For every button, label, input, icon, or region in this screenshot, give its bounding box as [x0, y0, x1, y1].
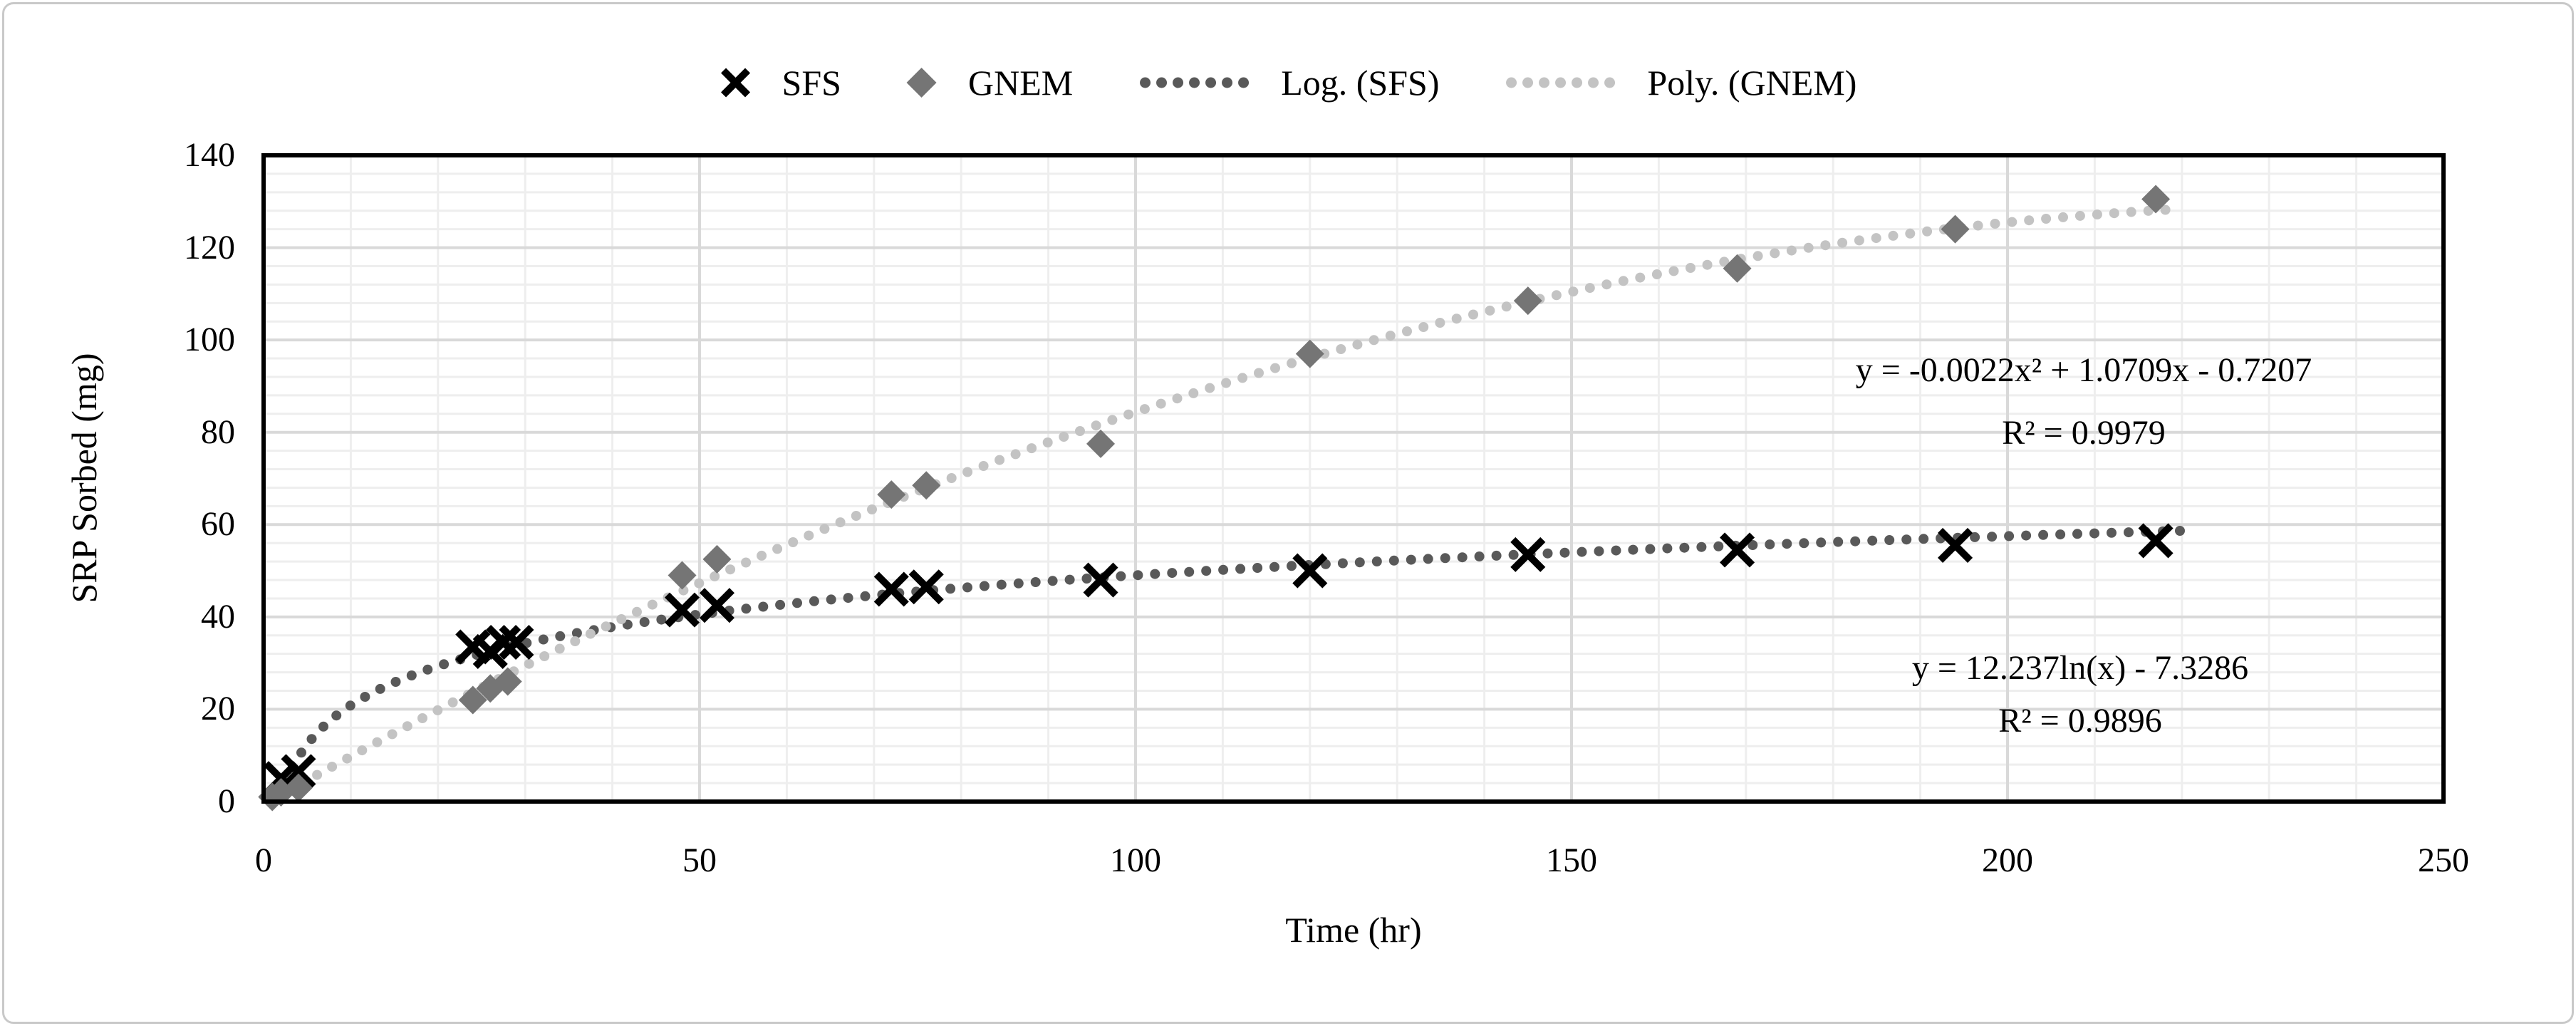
data-point-diamond — [1941, 214, 1970, 244]
data-point-diamond — [493, 667, 522, 696]
trendline-equation-log: y = 12.237ln(x) - 7.3286 — [1911, 649, 2249, 687]
legend-label: SFS — [781, 63, 841, 103]
diamond-marker-icon — [906, 68, 937, 98]
y-tick-label: 60 — [201, 505, 235, 544]
trendline-r2-log: R² = 0.9896 — [1998, 702, 2162, 740]
x-marker-icon — [721, 68, 751, 98]
x-tick-label: 0 — [255, 841, 272, 879]
x-tick-label: 50 — [682, 841, 717, 879]
data-point-x — [908, 569, 944, 605]
series-gnem — [258, 185, 2171, 812]
x-tick-label: 200 — [1982, 841, 2033, 879]
y-tick-label: 40 — [201, 597, 235, 636]
data-point-diamond — [877, 480, 906, 509]
series-sfs — [263, 523, 2174, 797]
legend-item-log-sfs: Log. (SFS) — [1137, 63, 1439, 103]
data-point-diamond — [912, 471, 941, 500]
data-point-x — [486, 624, 521, 660]
legend-label: Poly. (GNEM) — [1647, 63, 1857, 103]
data-point-x — [499, 624, 534, 660]
data-point-diamond — [1513, 286, 1542, 316]
data-point-x — [1510, 537, 1546, 572]
data-point-diamond — [458, 685, 487, 715]
data-point-diamond — [284, 773, 313, 802]
data-point-x — [1720, 532, 1755, 568]
data-point-diamond — [1295, 339, 1324, 368]
dotted-line-icon — [1505, 77, 1615, 88]
data-point-x — [664, 592, 700, 628]
y-tick-label: 20 — [201, 690, 235, 728]
data-point-diamond — [2141, 185, 2171, 214]
data-point-x — [1292, 553, 1328, 589]
data-point-x — [281, 754, 316, 789]
y-tick-label: 100 — [184, 321, 235, 359]
data-point-diamond — [1086, 429, 1116, 458]
trendline-equation-poly: y = -0.0022x² + 1.0709x - 0.7207 — [1855, 351, 2312, 389]
x-tick-label: 150 — [1546, 841, 1597, 879]
trendline-log-sfs — [275, 526, 2185, 804]
data-point-x — [873, 571, 909, 607]
y-tick-label: 80 — [201, 413, 235, 451]
legend-label: Log. (SFS) — [1281, 63, 1440, 103]
dotted-line-icon — [1139, 77, 1249, 88]
data-point-x — [2138, 523, 2174, 559]
trendline-poly-gnem — [267, 204, 2171, 805]
data-point-x — [699, 588, 735, 623]
data-point-x — [1083, 562, 1118, 598]
data-point-diamond — [702, 544, 732, 574]
y-tick-label: 140 — [184, 136, 235, 174]
trendline-r2-poly: R² = 0.9979 — [2002, 414, 2166, 452]
x-tick-label: 100 — [1110, 841, 1161, 879]
data-point-diamond — [1723, 254, 1752, 283]
legend-item-poly-gnem: Poly. (GNEM) — [1503, 63, 1856, 103]
y-tick-label: 0 — [218, 782, 235, 820]
data-point-x — [1938, 527, 1973, 563]
x-tick-label: 250 — [2418, 841, 2469, 879]
legend-item-gnem: GNEM — [905, 63, 1073, 103]
y-axis-title: SRP Sorbed (mg) — [64, 353, 104, 603]
x-axis-title: Time (hr) — [1285, 910, 1422, 950]
plot-frame — [261, 153, 2446, 804]
chart-legend: SFS GNEM Log. (SFS) Poly. (GNEM) — [720, 63, 1856, 103]
data-point-diamond — [668, 561, 697, 590]
legend-item-sfs: SFS — [720, 63, 841, 103]
legend-label: GNEM — [967, 63, 1074, 103]
y-tick-label: 120 — [184, 228, 235, 266]
